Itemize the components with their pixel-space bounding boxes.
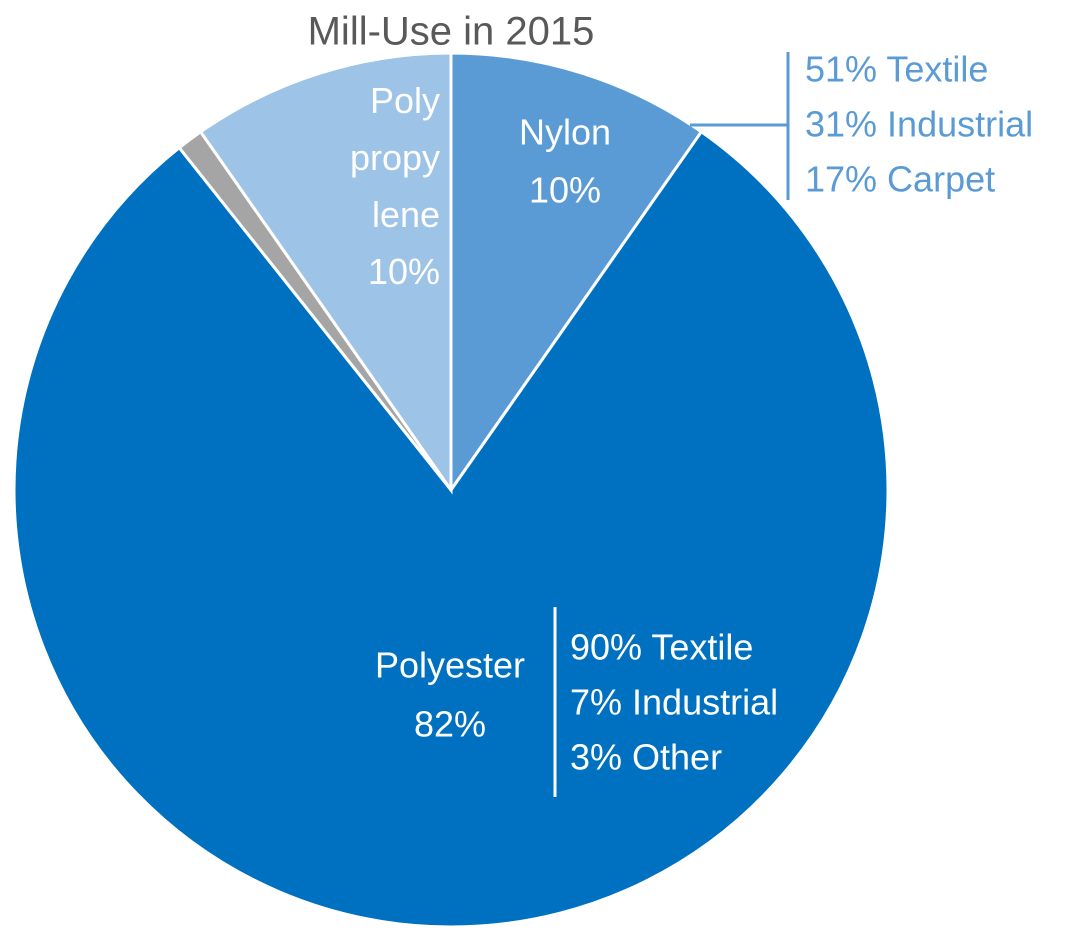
- category-label: Polyester: [375, 645, 525, 686]
- slice: [12, 129, 890, 929]
- annotation: 90% Textile: [570, 627, 753, 668]
- chart-title: Mill-Use in 2015: [308, 10, 595, 54]
- slice: [198, 51, 453, 495]
- value-label: 10%: [367, 251, 440, 292]
- value-label: 10%: [529, 170, 601, 211]
- annotation: 7% Industrial: [570, 682, 778, 723]
- slice: [449, 51, 704, 495]
- slice-label: Poly propy lene 10%: [330, 72, 440, 300]
- annotation: 17% Carpet: [805, 159, 995, 200]
- value-label: 82%: [414, 704, 486, 745]
- annotation: 3% Other: [570, 737, 722, 778]
- annotation: 31% Industrial: [805, 104, 1033, 145]
- category-label: Poly propy lene: [349, 80, 440, 235]
- category-label: Nylon: [519, 112, 611, 153]
- annotation: 51% Textile: [805, 49, 988, 90]
- slices: [12, 51, 890, 929]
